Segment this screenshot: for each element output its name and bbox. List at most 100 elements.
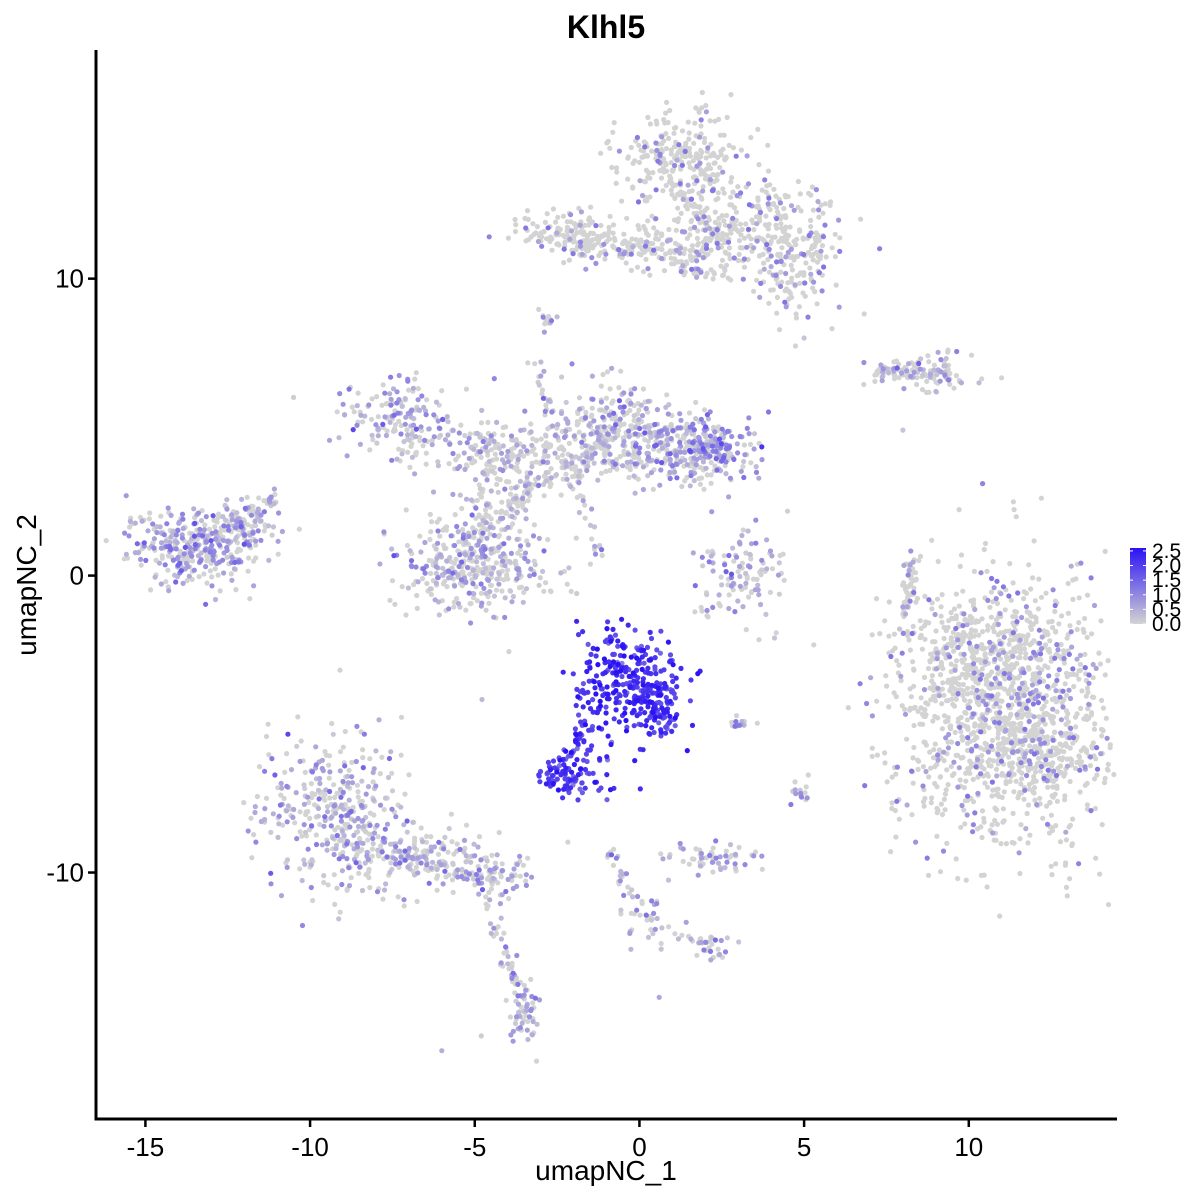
cell-point (413, 370, 419, 376)
cell-point (1057, 839, 1064, 845)
cell-point (324, 847, 330, 853)
cell-point (941, 635, 947, 642)
cell-point (904, 802, 910, 808)
cell-point (536, 582, 542, 588)
cell-point (779, 245, 785, 251)
cell-point (951, 648, 957, 654)
cell-point (1014, 660, 1020, 667)
cell-point (589, 536, 595, 542)
cell-point (953, 696, 959, 702)
cell-point (468, 859, 474, 865)
cell-point (1099, 697, 1105, 704)
cell-point (995, 671, 1001, 677)
cell-point (755, 126, 761, 132)
cell-point (1044, 803, 1050, 809)
cell-point (1056, 621, 1062, 627)
cell-point (1073, 672, 1079, 678)
cell-point (389, 770, 395, 776)
cell-point (505, 235, 511, 241)
cell-point (715, 860, 722, 866)
cell-point (294, 743, 300, 749)
cell-point (518, 584, 525, 590)
cell-point (810, 257, 816, 263)
cell-point (414, 898, 420, 905)
cell-point (1047, 752, 1053, 759)
cell-point (212, 524, 218, 530)
cell-point (536, 535, 542, 542)
cell-point (668, 151, 674, 157)
cell-point (720, 272, 727, 278)
cell-point (927, 371, 934, 377)
cell-point (1011, 789, 1017, 795)
cell-point (971, 568, 978, 575)
cell-point (796, 304, 803, 310)
cell-point (395, 894, 401, 900)
cell-point (488, 930, 494, 936)
cell-point (467, 601, 473, 607)
cell-point (1012, 675, 1018, 681)
cell-point (265, 721, 271, 727)
cell-point (645, 169, 651, 175)
cell-point (815, 253, 822, 260)
cell-point (1078, 759, 1085, 765)
cell-point (773, 193, 779, 199)
cell-point (984, 884, 990, 890)
cell-point (525, 542, 531, 548)
cell-point (960, 737, 966, 743)
cell-point (493, 587, 500, 593)
cell-point (1058, 641, 1064, 648)
cell-point (317, 775, 323, 782)
cell-point (999, 794, 1005, 801)
cell-point (1103, 715, 1109, 721)
cell-point (313, 744, 319, 750)
cell-point (376, 853, 382, 859)
cell-point (1026, 767, 1032, 774)
cell-point (445, 849, 451, 855)
cell-point (961, 785, 967, 791)
cell-point (982, 717, 989, 723)
cell-point (687, 483, 693, 489)
cell-point (198, 518, 205, 524)
cell-point (962, 666, 968, 672)
cell-point (180, 525, 186, 532)
cell-point (598, 150, 604, 156)
cell-point (939, 726, 946, 732)
cell-point (951, 703, 958, 709)
cell-point (783, 304, 789, 310)
cell-point (697, 481, 704, 487)
cell-point (603, 468, 609, 474)
cell-point (667, 107, 673, 114)
cell-point (672, 469, 678, 475)
cell-point (970, 776, 976, 783)
cell-point (354, 851, 360, 858)
cell-point (525, 1036, 531, 1043)
cell-point (498, 874, 504, 880)
cell-point (1040, 815, 1046, 821)
cell-point (735, 598, 741, 604)
cell-point (710, 845, 716, 851)
cell-point (1021, 692, 1027, 699)
cell-point (791, 207, 797, 213)
cell-point (995, 751, 1001, 758)
cell-point (665, 877, 672, 883)
cell-point (741, 264, 748, 270)
cell-point (696, 476, 702, 482)
cell-point (686, 136, 692, 142)
cell-point (560, 213, 567, 219)
cell-point (625, 451, 632, 457)
cell-point (636, 417, 642, 423)
cell-point (342, 412, 348, 418)
cell-point (708, 957, 714, 963)
cell-point (292, 820, 298, 826)
cell-point (475, 844, 481, 850)
cell-point (1036, 670, 1043, 676)
cell-point (658, 851, 664, 857)
cell-point (494, 852, 500, 858)
cell-point (543, 470, 549, 476)
cell-point (678, 210, 684, 216)
cell-point (332, 827, 338, 833)
cell-point (685, 182, 691, 188)
cell-point (997, 913, 1003, 919)
cell-point (941, 713, 948, 719)
